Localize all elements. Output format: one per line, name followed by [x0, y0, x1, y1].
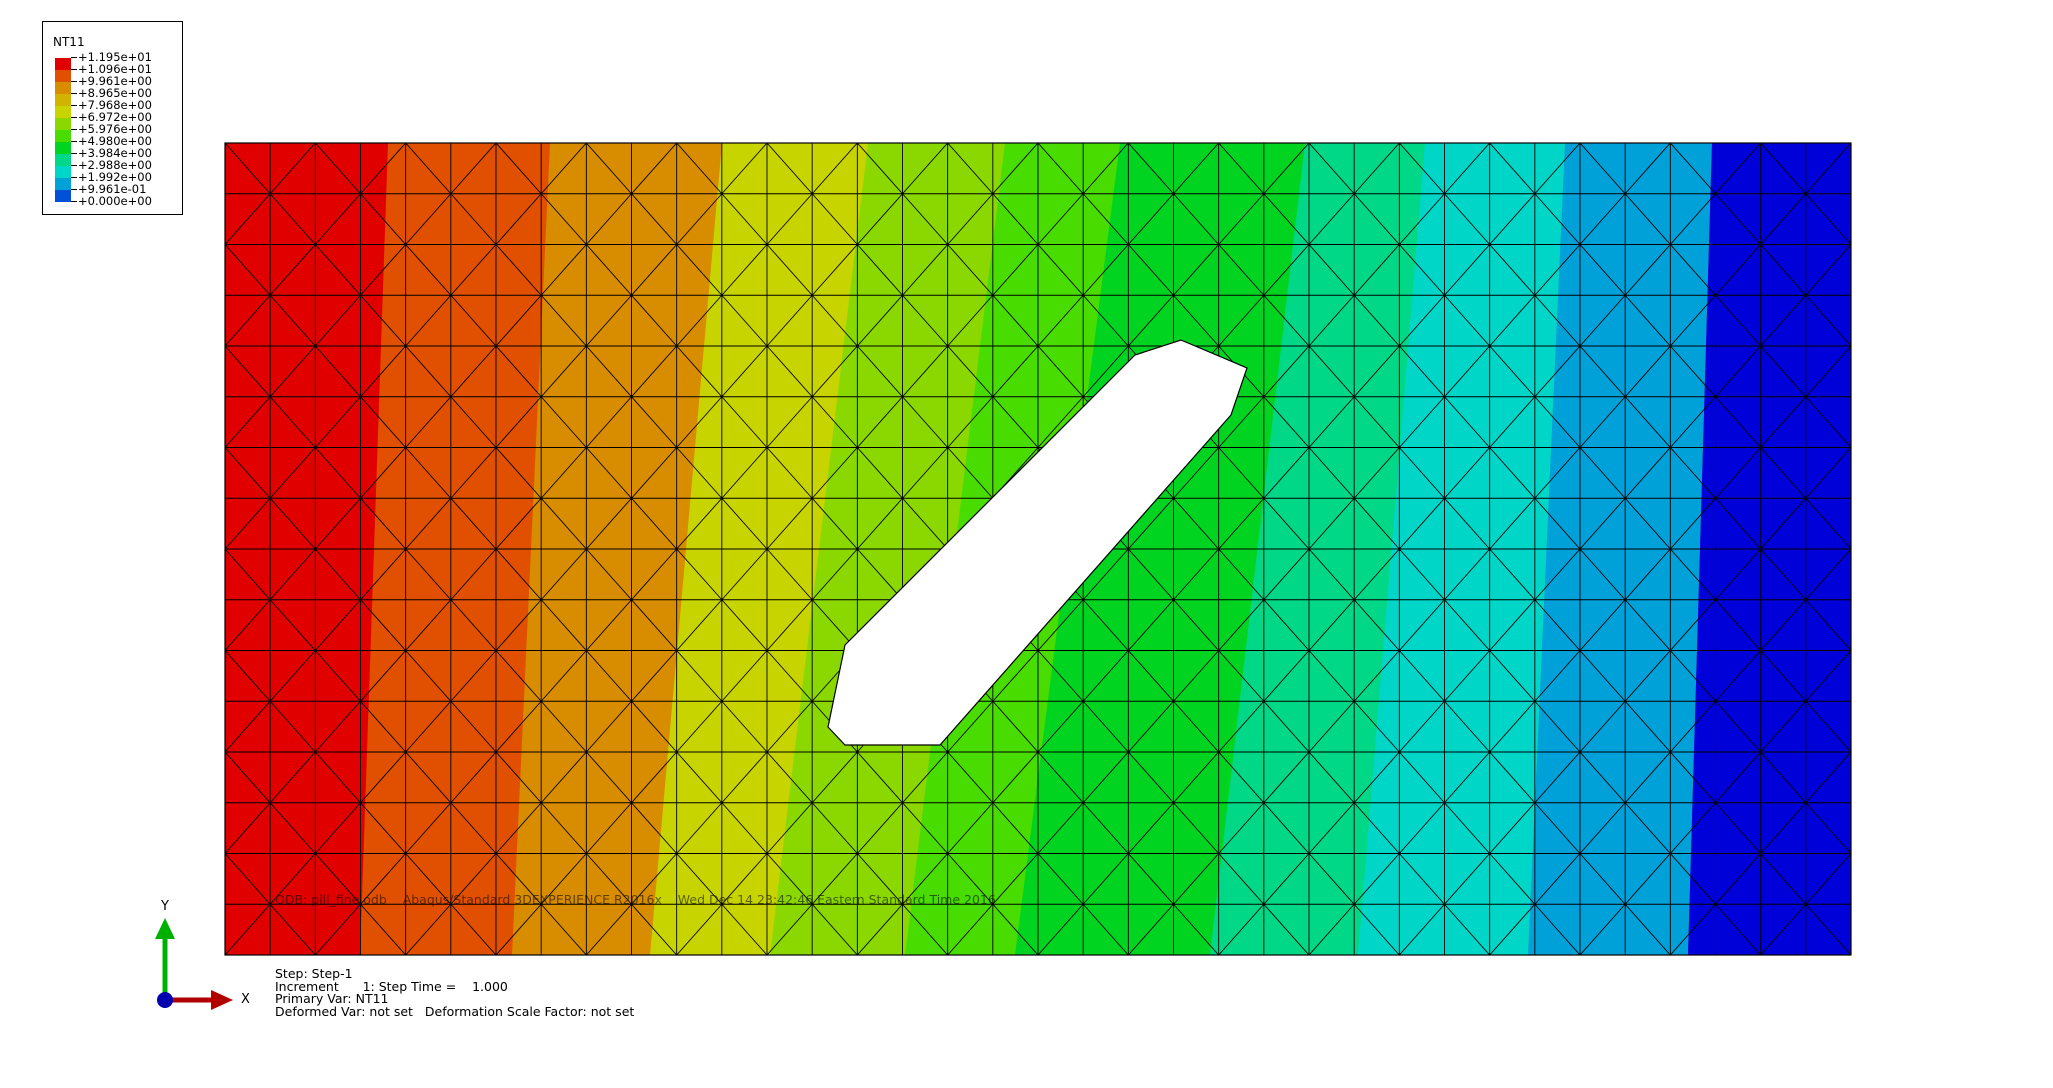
legend-label: +2.988e+00 [78, 158, 152, 172]
deformed-var-label: Deformed Var: not set Deformation Scale … [275, 1003, 635, 1019]
step-info: Step: Step-1 Increment 1: Step Time = 1.… [275, 966, 635, 1019]
triad-icon [155, 918, 233, 1010]
legend-swatch [55, 166, 71, 178]
legend-tick [71, 129, 77, 130]
plate-outline [224, 142, 1852, 956]
view-triad[interactable]: Y X [145, 899, 255, 1015]
x-axis-label: X [241, 992, 250, 1007]
legend-label: +9.961e+00 [78, 74, 152, 88]
increment-label: Increment 1: Step Time = 1.000 [275, 978, 508, 994]
y-axis-label: Y [161, 899, 169, 914]
legend-label: +6.972e+00 [78, 110, 152, 124]
legend-swatch [55, 82, 71, 94]
legend-tick [71, 69, 77, 70]
legend-tick [71, 141, 77, 142]
legend-swatch [55, 106, 71, 118]
legend-entry: +7.968e+00 [55, 99, 175, 118]
legend-label: +8.965e+00 [78, 86, 152, 100]
legend-label: +5.976e+00 [78, 122, 152, 136]
legend-swatch [55, 70, 71, 82]
legend-label: +7.968e+00 [78, 98, 152, 112]
legend-entry: +1.096e+01 [55, 63, 175, 82]
legend-tick [71, 177, 77, 178]
legend-label: +9.961e-01 [78, 182, 147, 196]
legend-swatch [55, 94, 71, 106]
legend-swatch [55, 58, 71, 70]
mesh-grid [225, 143, 1851, 955]
legend-label: +0.000e+00 [78, 194, 152, 208]
legend-entry: +9.961e+00 [55, 75, 175, 94]
legend-entry: +0.000e+00 [55, 195, 175, 214]
legend-label: +4.980e+00 [78, 134, 152, 148]
legend-entry: +9.961e-01 [55, 183, 175, 202]
legend-tick [71, 93, 77, 94]
legend-tick [71, 153, 77, 154]
mesh-lines [225, 143, 1851, 955]
contour-legend[interactable]: NT11 +1.195e+01 +1.096e+01 +9.961e+00 +8.96… [42, 21, 183, 215]
step-label: Step: Step-1 [275, 966, 353, 981]
legend-entry: +3.984e+00 [55, 147, 175, 166]
legend-swatch [55, 142, 71, 154]
legend-label: +1.992e+00 [78, 170, 152, 184]
legend-label: +1.195e+01 [78, 50, 152, 64]
legend-tick [71, 117, 77, 118]
legend-entry: +4.980e+00 [55, 135, 175, 154]
legend-swatch [55, 178, 71, 190]
legend-tick [71, 201, 77, 202]
legend-title: NT11 [53, 35, 85, 49]
legend-tick [71, 165, 77, 166]
legend-swatch [55, 118, 71, 130]
legend-label: +3.984e+00 [78, 146, 152, 160]
primary-var-label: Primary Var: NT11 [275, 991, 389, 1006]
pill-hole [827, 339, 1248, 746]
legend-entry: +2.988e+00 [55, 159, 175, 178]
legend-entry: +5.976e+00 [55, 123, 175, 142]
legend-tick [71, 57, 77, 58]
legend-label: +1.096e+01 [78, 62, 152, 76]
legend-entry: +1.992e+00 [55, 171, 175, 190]
legend-tick [71, 81, 77, 82]
legend-entry: +6.972e+00 [55, 111, 175, 130]
odb-info-line: ODB: pill_fine.odb Abaqus/Standard 3DEXP… [275, 892, 996, 907]
legend-swatch [55, 154, 71, 166]
legend-entry: +8.965e+00 [55, 87, 175, 106]
legend-entry: +1.195e+01 [55, 51, 175, 70]
legend-swatch [55, 130, 71, 142]
legend-tick [71, 189, 77, 190]
legend-swatch [55, 190, 71, 202]
legend-tick [71, 105, 77, 106]
